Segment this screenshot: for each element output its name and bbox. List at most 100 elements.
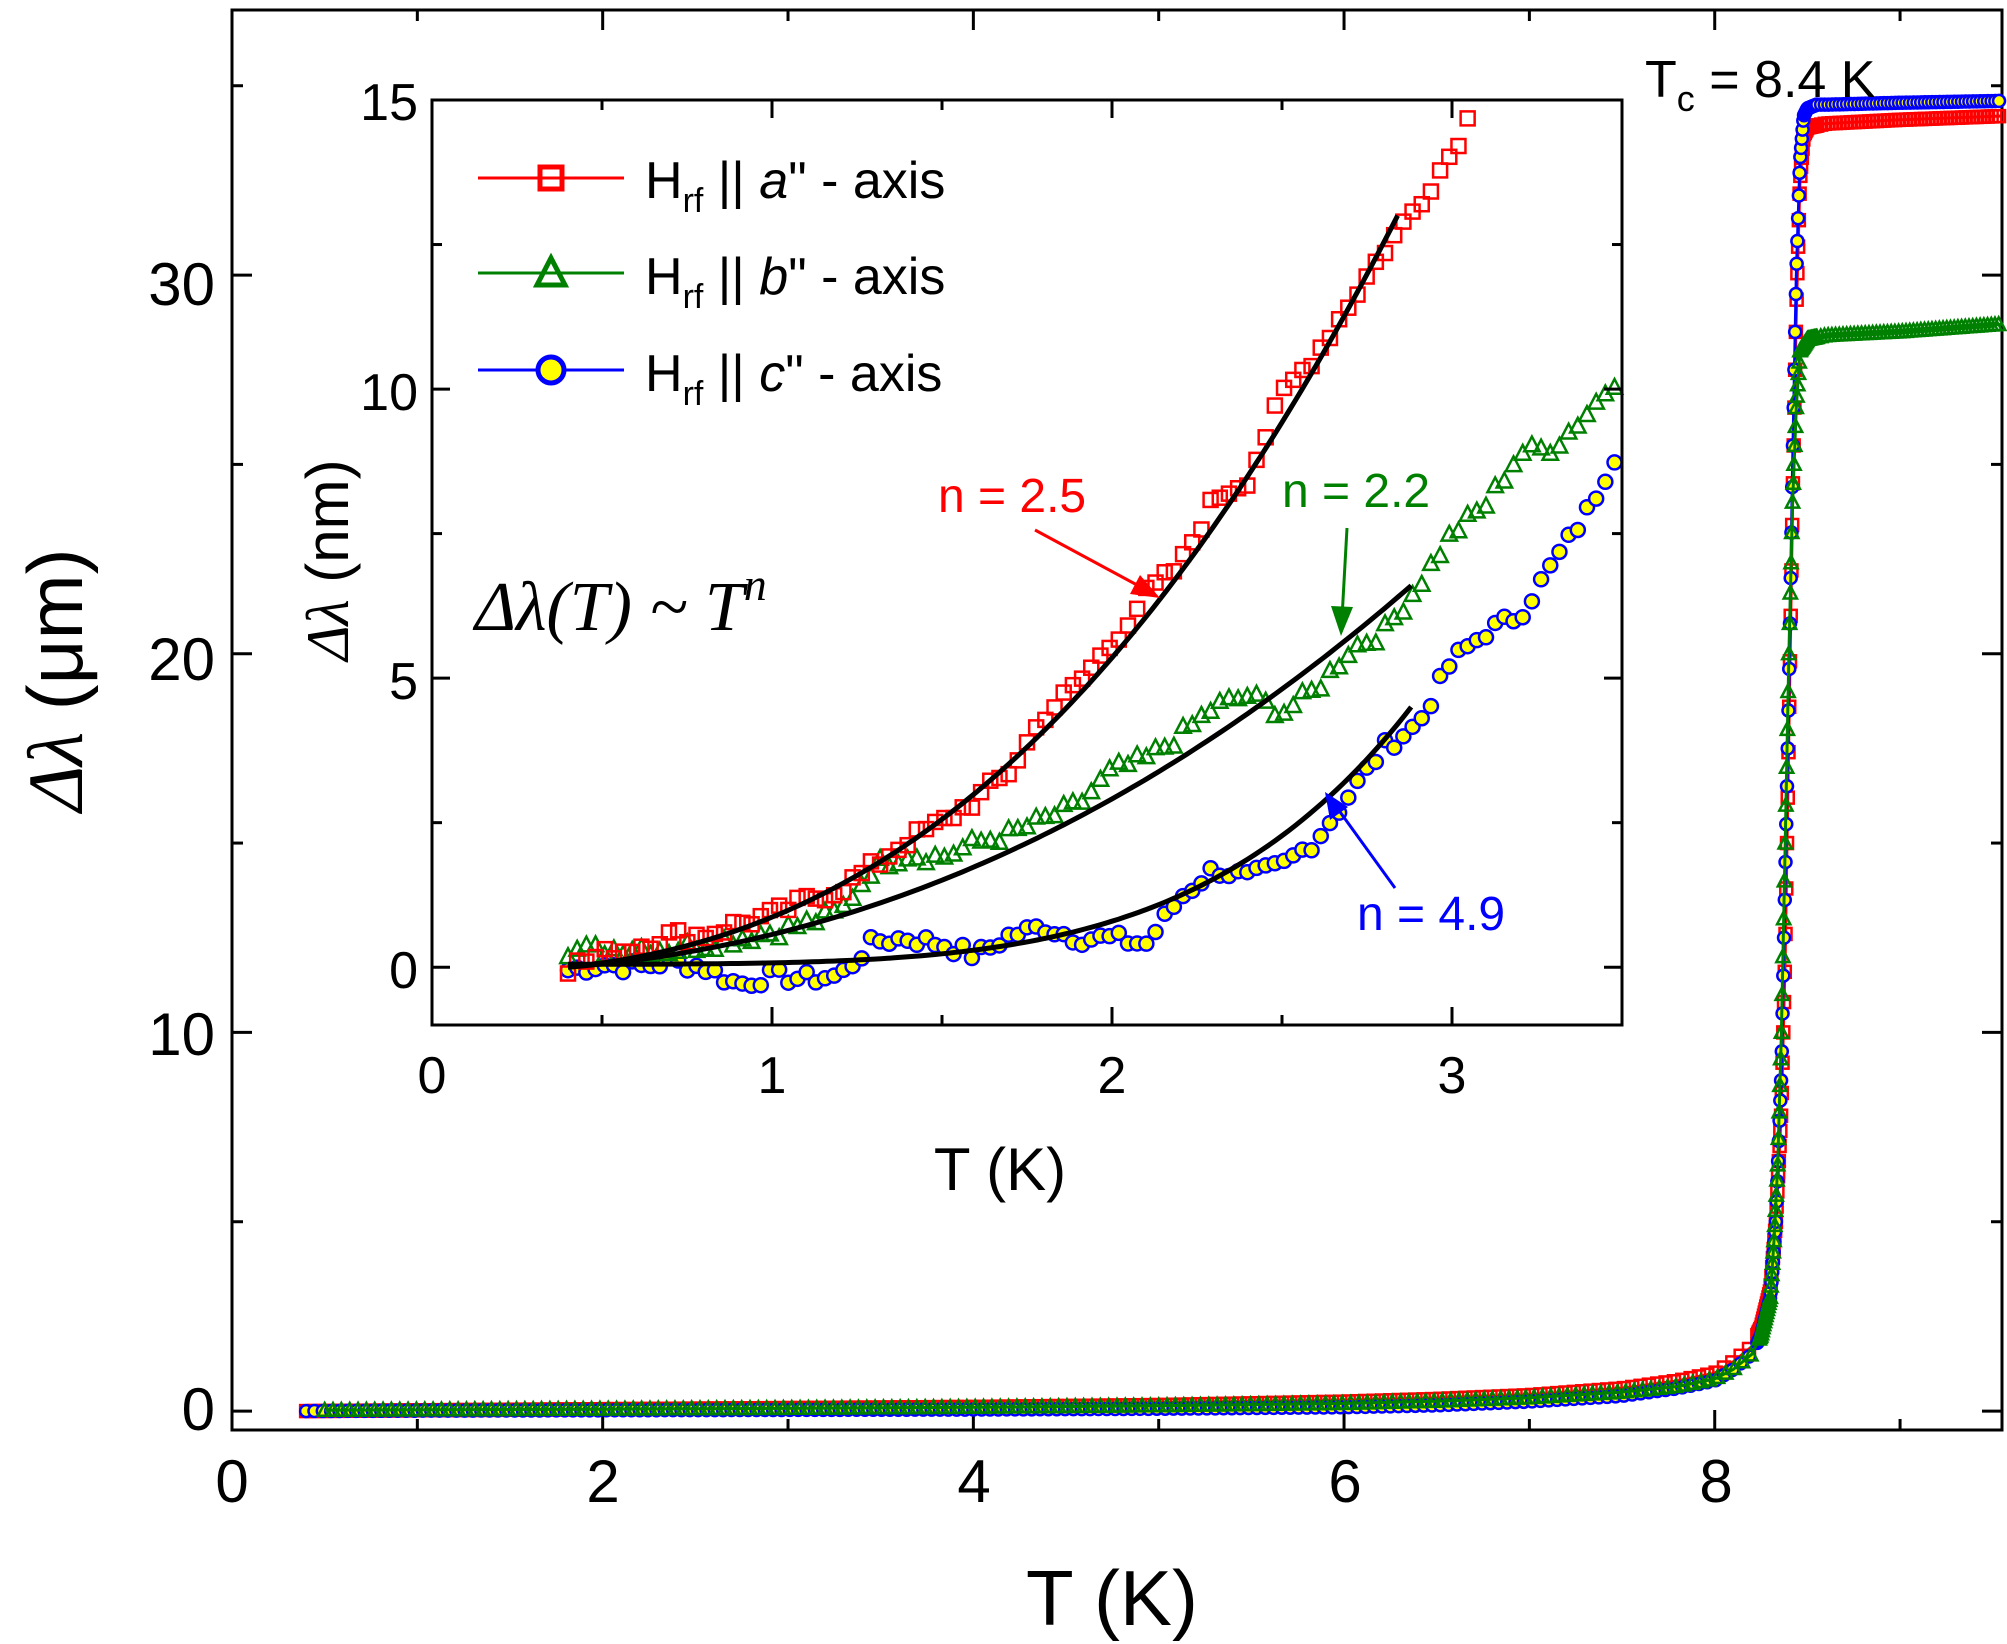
main-data-point-b [1158, 1395, 1176, 1413]
main-data-point-b [791, 1398, 809, 1415]
annotation-n-4-9: n = 4.9 [1325, 792, 1505, 941]
main-data-point-b [599, 1399, 617, 1416]
main-data-point-b [816, 1398, 834, 1415]
main-data-point-b [1769, 1155, 1787, 1172]
main-data-point-b [733, 1398, 751, 1416]
inset-data-point-c [1477, 629, 1495, 646]
main-data-point-b [1567, 1385, 1585, 1402]
main-data-point-b [983, 1397, 1001, 1414]
inset-data-point-c [1312, 827, 1330, 845]
main-data-point-b [1742, 1345, 1760, 1362]
main-data-point-a [1991, 108, 2007, 124]
main-data-point-b [1125, 1396, 1143, 1413]
inset-data-point-a [890, 841, 907, 859]
main-data-point-b [933, 1397, 951, 1415]
main-data-point-b [1383, 1392, 1401, 1409]
main-axis-ticks [230, 10, 2002, 1430]
inset-ytick-label: 15 [360, 74, 418, 132]
main-data-point-b [1773, 984, 1791, 1002]
main-data-point-b [382, 1400, 401, 1417]
inset-data-point-a [1431, 162, 1449, 179]
inset-data-point-a [1202, 491, 1219, 509]
main-data-point-b [1575, 1384, 1593, 1402]
main-data-point-b [674, 1398, 692, 1416]
main-data-point-b [1350, 1393, 1368, 1410]
inset-data-point-b [1219, 686, 1239, 706]
main-data-point-b [1772, 1049, 1790, 1066]
inset-data-point-a [1459, 110, 1476, 127]
inset-data-point-a [1083, 659, 1100, 676]
main-data-point-b [749, 1398, 768, 1416]
main-data-point-b [566, 1399, 584, 1416]
inset-data-point-b [980, 829, 1001, 848]
main-data-point-b [783, 1398, 801, 1416]
main-data-point-b [1764, 1242, 1782, 1259]
main-data-point-c [1789, 256, 1804, 271]
main-data-point-b [549, 1399, 567, 1417]
inset-data-point-b [1182, 713, 1203, 733]
main-data-point-b [1766, 1200, 1785, 1218]
main-data-point-b [758, 1398, 776, 1416]
main-data-point-b [541, 1399, 559, 1417]
inset-data-point-a [1128, 600, 1146, 618]
inset-fit-curves [567, 214, 1414, 970]
main-data-point-b [374, 1400, 392, 1417]
main-data-point-c [1787, 324, 1803, 340]
main-y-axis-label: Δλ (μm) [11, 548, 99, 814]
main-data-point-b [1200, 1395, 1218, 1412]
inset-data-point-a [1211, 489, 1229, 506]
main-data-point-b [616, 1399, 634, 1416]
inset-data-point-a [1340, 299, 1357, 316]
main-data-point-b [1016, 1396, 1034, 1414]
inset-data-point-b [604, 937, 624, 957]
main-data-point-b [724, 1398, 743, 1416]
main-data-point-b [1778, 719, 1797, 737]
inset-data-point-a [853, 864, 871, 882]
inset-xtick-label: 0 [418, 1047, 447, 1105]
main-data-point-c [1792, 165, 1807, 181]
annotation-n-4-9-arrow [1333, 804, 1397, 889]
main-data-point-b [1774, 946, 1792, 964]
main-data-point-b [341, 1400, 359, 1417]
inset-data-point-c [1597, 473, 1614, 491]
main-data-point-b [1416, 1391, 1435, 1409]
inset-xtick-label: 2 [1098, 1047, 1127, 1105]
main-data-point-b [1785, 454, 1803, 472]
main-data-point-b [1783, 522, 1801, 540]
inset-data-point-b [1430, 544, 1450, 564]
main-data-point-b [1533, 1387, 1552, 1404]
main-data-point-b [1041, 1396, 1059, 1414]
main-data-point-b [1316, 1393, 1335, 1411]
inset-data-point-b [1402, 583, 1423, 603]
inset-data-point-a [1450, 137, 1467, 155]
main-data-point-b [1583, 1384, 1602, 1401]
main-data-point-b [557, 1399, 576, 1416]
main-data-point-b [582, 1399, 601, 1416]
main-data-point-b [1777, 757, 1796, 774]
inset-data-point-b [1081, 780, 1102, 800]
inset-data-point-c [1441, 658, 1458, 675]
annotation-n-2-5-arrowhead [1130, 575, 1160, 598]
inset-data-point-c [1367, 753, 1385, 771]
main-data-point-b [324, 1400, 342, 1417]
main-data-point-b [1208, 1395, 1226, 1412]
main-plot: 0 2 4 6 8 0 10 20 30 T (K) Δλ (μm) Tc = … [11, 8, 2007, 1642]
inset-data-point-c [1514, 608, 1531, 626]
inset-data-point-b [1164, 735, 1184, 754]
inset-data-point-c [1523, 593, 1541, 610]
inset-data-point-b [1522, 433, 1542, 453]
main-plot-frame [230, 8, 2004, 1432]
main-data-point-b [1780, 613, 1799, 631]
main-data-point-b [1116, 1396, 1135, 1413]
main-data-point-b [1083, 1396, 1101, 1413]
main-data-point-b [1049, 1396, 1068, 1414]
inset-xtick-label: 1 [758, 1047, 787, 1105]
main-data-point-b [1275, 1394, 1293, 1411]
main-data-point-b [607, 1399, 626, 1416]
inset-data-point-a [669, 922, 687, 939]
fit-curve-c [568, 705, 1414, 967]
inset-data-point-a [1046, 699, 1063, 716]
legend-entry-a-axis: Hrf || a" - axis [478, 152, 945, 220]
svg-text:Hrf || a" - axis: Hrf || a" - axis [645, 152, 945, 220]
main-data-point-b [1341, 1393, 1360, 1410]
